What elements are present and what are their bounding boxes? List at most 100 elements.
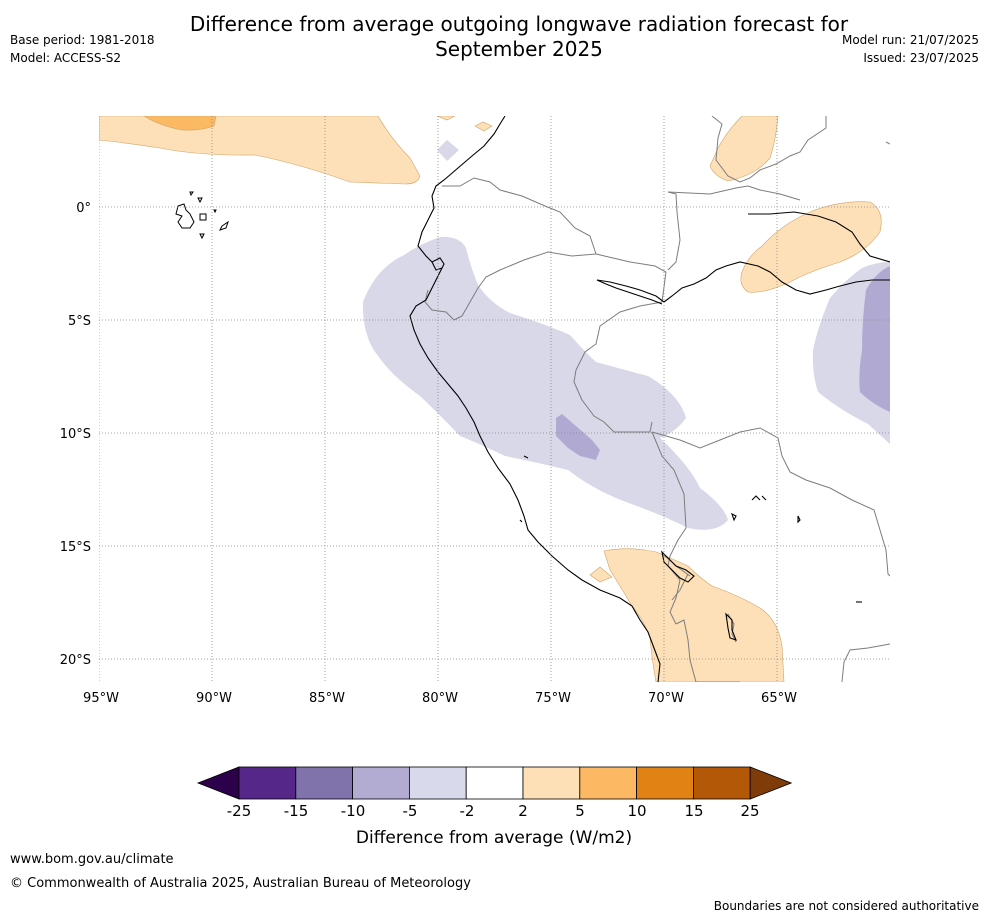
colorbar-swatch [352, 766, 410, 800]
colorbar-tick-label: -5 [403, 802, 418, 820]
anomaly-region-peru-strong [556, 414, 600, 460]
anomaly-region-galapagos-spot [437, 140, 459, 161]
y-tick-label: 20°S [60, 653, 91, 668]
x-tick-label: 75°W [535, 691, 571, 706]
anomaly-region-tiny-north [474, 121, 493, 132]
anomaly-region-coast-spot [589, 566, 613, 583]
colorbar-tick-label: 15 [684, 802, 703, 820]
coastline-west [409, 116, 661, 682]
colorbar: -25 -15 -10 -5 -2 2 5 10 15 25 Differenc… [196, 766, 793, 848]
x-axis-labels: 95°W 90°W 85°W 80°W 75°W 70°W 65°W [83, 691, 797, 706]
title-line-2: September 2025 [435, 37, 603, 61]
anomaly-region-tiny-north-2 [436, 116, 456, 121]
positive-anomaly-regions [99, 116, 882, 682]
anomaly-region-south [603, 548, 785, 682]
border-bolivia-chile [675, 619, 697, 682]
border-peru-bolivia [651, 431, 687, 625]
title-line-1: Difference from average outgoing longwav… [189, 12, 849, 36]
border-venezuela-north [667, 185, 749, 195]
model-run-text: Model run: 21/07/2025 [841, 33, 979, 47]
footer-url: www.bom.gov.au/climate [10, 852, 174, 867]
x-tick-label: 95°W [83, 691, 119, 706]
border-colombia-venezuela [667, 191, 681, 271]
lake-small-2 [797, 515, 801, 524]
colorbar-swatch [522, 766, 581, 800]
border-venezuela-east [711, 116, 827, 183]
gridlines [99, 116, 890, 682]
anomaly-region-colombia [709, 116, 779, 182]
x-tick-label: 90°W [196, 691, 232, 706]
x-tick-label: 70°W [648, 691, 684, 706]
island-small-2 [199, 233, 205, 240]
river-amazon-2 [596, 279, 663, 305]
anomaly-region-amazon-east-strong [859, 266, 890, 412]
x-tick-label: 85°W [309, 691, 345, 706]
y-tick-label: 5°S [68, 314, 91, 329]
river-dots [519, 455, 529, 523]
colorbar-tick-label: 10 [627, 802, 646, 820]
y-tick-label: 15°S [60, 540, 91, 555]
anomaly-region-amazon-north [740, 201, 882, 293]
anomaly-region-north-pacific [99, 116, 421, 185]
colorbar-swatch [693, 766, 751, 800]
page-title: Difference from average outgoing longwav… [144, 12, 894, 62]
colorbar-tick-label: -10 [341, 802, 366, 820]
border-ecuador-colombia [442, 177, 597, 255]
footer-copyright: © Commonwealth of Australia 2025, Austra… [10, 876, 471, 891]
island-small-3 [189, 191, 194, 197]
colorbar-tick-labels: -25 -15 -10 -5 -2 2 5 10 15 25 [227, 802, 760, 820]
river-madre [751, 495, 767, 501]
border-ecuador-peru [424, 251, 597, 321]
lake-poopo [725, 612, 737, 641]
anomaly-region-north-pacific-strong [143, 116, 217, 131]
colorbar-extend-low [196, 766, 240, 800]
river-negro [748, 211, 890, 263]
border-peru-chile-short [671, 573, 689, 601]
colorbar-tick-label: 5 [575, 802, 585, 820]
colorbar-extend-high [749, 766, 793, 800]
island-san-cristobal [219, 220, 229, 231]
base-period-text: Base period: 1981-2018 [10, 33, 155, 47]
galapagos-islands [175, 191, 229, 240]
colorbar-swatch [238, 766, 297, 800]
island-santa-cruz [199, 213, 207, 221]
island-small-1 [197, 197, 203, 204]
y-tick-label: 10°S [60, 427, 91, 442]
colorbar-tick-label: -2 [460, 802, 475, 820]
border-guyana [885, 141, 890, 145]
x-tick-label: 80°W [422, 691, 458, 706]
island-isabela [175, 203, 195, 229]
colorbar-title: Difference from average (W/m2) [356, 828, 632, 848]
colorbar-tick-label: 2 [518, 802, 528, 820]
map-panel [99, 116, 890, 682]
colorbar-tick-label: 25 [740, 802, 759, 820]
colorbar-swatch [636, 766, 694, 800]
issued-text: Issued: 23/07/2025 [863, 51, 979, 65]
border-brazil-bolivia [651, 427, 890, 577]
colorbar-tick-label: -15 [284, 802, 309, 820]
colorbar-swatch [465, 766, 524, 800]
negative-anomaly-regions [362, 140, 890, 530]
y-axis-labels: 0° 5°S 10°S 15°S 20°S [60, 201, 91, 668]
lake-small-1 [731, 512, 737, 522]
meta-left: Base period: 1981-2018 Model: ACCESS-S2 [10, 31, 155, 67]
border-peru-brazil [573, 301, 663, 433]
meta-right: Model run: 21/07/2025 Issued: 23/07/2025 [842, 31, 979, 67]
colorbar-swatch [295, 766, 353, 800]
anomaly-region-peru-coast [362, 236, 728, 530]
lake-titicaca [661, 550, 695, 583]
colorbar-tick-label: -25 [227, 802, 252, 820]
colorbar-swatch [579, 766, 637, 800]
colorbar-swatches [196, 766, 793, 800]
coastlines [409, 116, 890, 682]
x-tick-label: 65°W [761, 691, 797, 706]
y-tick-label: 0° [76, 201, 91, 216]
model-text: Model: ACCESS-S2 [10, 51, 122, 65]
coastline-gulf-guayaquil [431, 261, 443, 271]
border-colombia-brazil [595, 253, 667, 303]
border-internal-north [747, 185, 801, 201]
footer-note: Boundaries are not considered authoritat… [713, 899, 979, 913]
colorbar-swatch [408, 766, 467, 800]
river-amazon-1 [596, 261, 890, 303]
